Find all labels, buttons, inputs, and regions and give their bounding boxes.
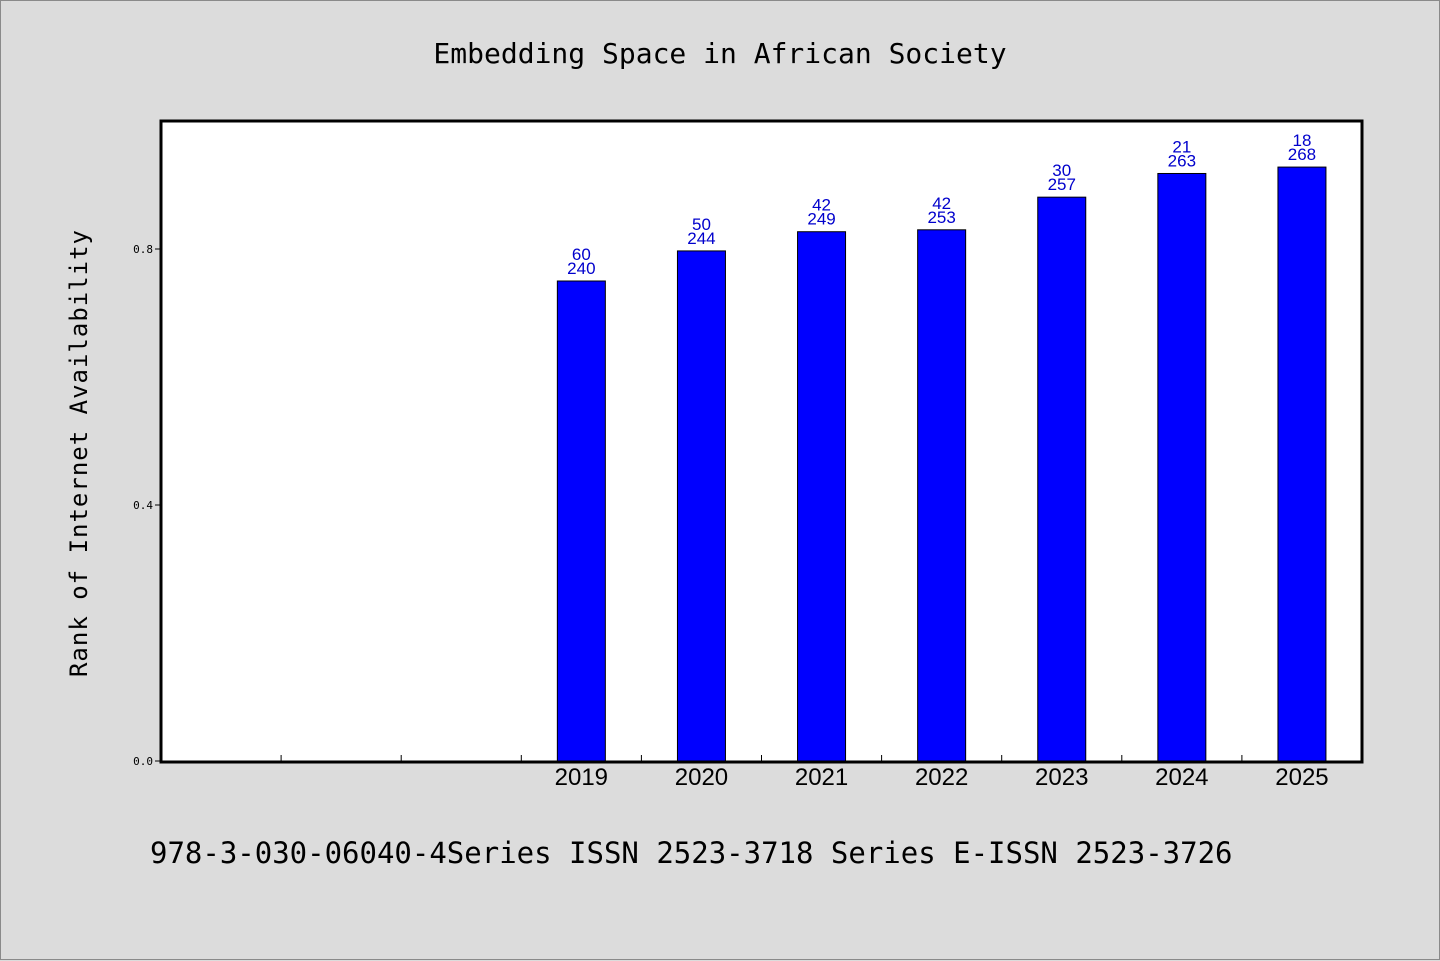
y-tick-label: 0.4 [133, 499, 153, 512]
bar-label-bottom-2021: 249 [807, 210, 835, 229]
x-tick-label-2024: 2024 [1155, 764, 1208, 791]
bar-label-bottom-2022: 253 [927, 208, 955, 227]
bar-label-top-2021: 42 [812, 196, 831, 215]
bar-2020 [676, 250, 726, 762]
bar-2021 [797, 231, 847, 762]
x-tick-label-2023: 2023 [1035, 764, 1088, 791]
bar-series [556, 166, 1327, 762]
chart-title: Embedding Space in African Society [433, 37, 1006, 70]
bar-2025 [1277, 166, 1327, 762]
y-axis-label: Rank of Internet Availability [65, 229, 93, 677]
bar-label-top-2025: 18 [1292, 131, 1311, 150]
y-tick-label: 0.8 [133, 243, 153, 256]
bar-label-bottom-2023: 257 [1048, 175, 1076, 194]
bar-2019 [556, 280, 606, 762]
bar-2024 [1157, 172, 1207, 762]
bar-label-top-2022: 42 [932, 194, 951, 213]
bar-label-top-2019: 60 [572, 245, 591, 264]
bar-label-bottom-2019: 240 [567, 259, 595, 278]
bar-2022 [917, 229, 967, 762]
plot-border [159, 119, 1364, 764]
bar-2023 [1037, 196, 1087, 762]
x-tick-label-2020: 2020 [675, 764, 728, 791]
x-tick-label-2021: 2021 [795, 764, 848, 791]
bar-label-bottom-2024: 263 [1168, 151, 1196, 170]
y-tick-label: 0.0 [133, 755, 153, 768]
x-tick-label-2019: 2019 [555, 764, 608, 791]
x-tick-label-2025: 2025 [1275, 764, 1328, 791]
bar-label-bottom-2025: 268 [1288, 145, 1316, 164]
footer-issn-text: 978-3-030-06040-4Series ISSN 2523-3718 S… [150, 836, 1233, 870]
bar-label-top-2023: 30 [1052, 161, 1071, 180]
x-tick-label-2022: 2022 [915, 764, 968, 791]
x-axis-ticks: 2019 2020 2021 2022 2023 2024 2025 [280, 755, 1329, 791]
y-axis-ticks: 0.0 0.4 0.8 [133, 243, 161, 768]
bar-label-top-2020: 50 [692, 215, 711, 234]
bar-label-bottom-2020: 244 [687, 229, 715, 248]
bar-label-top-2024: 21 [1172, 137, 1191, 156]
